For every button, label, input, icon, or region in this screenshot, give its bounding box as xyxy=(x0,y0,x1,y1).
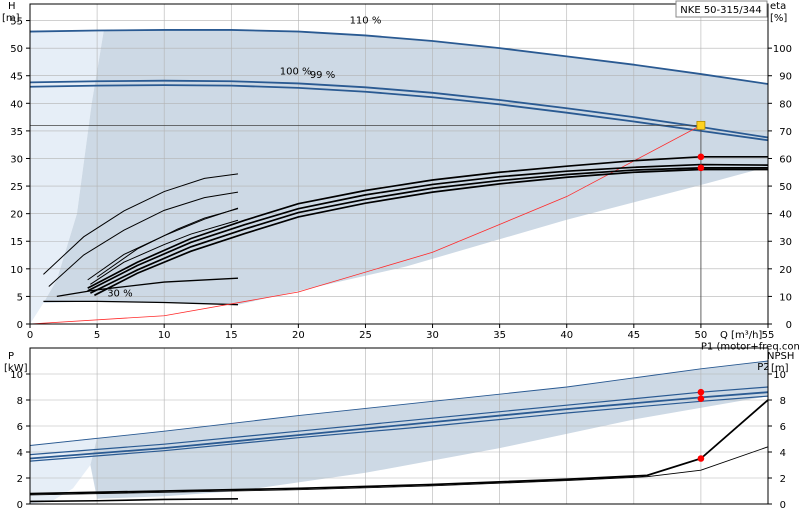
eta-tick-label: 10 xyxy=(779,292,792,303)
head-curve-label: 30 % xyxy=(107,288,132,299)
power-curve-4 xyxy=(29,399,769,495)
head-curve-4 xyxy=(56,277,239,298)
head-y-tick-label: 30 xyxy=(10,154,23,165)
head-curve-label: 110 % xyxy=(350,15,382,26)
head-y-tick-label: 35 xyxy=(10,127,23,138)
head-curve-7 xyxy=(87,163,769,292)
head-y-tick-label: 10 xyxy=(10,265,23,276)
head-axis-label: H xyxy=(8,1,16,12)
power-y-tick-label: 4 xyxy=(17,448,23,459)
power-y-tick-label: 6 xyxy=(17,422,23,433)
head-light-zone xyxy=(30,30,104,325)
head-x-tick-label: 20 xyxy=(292,330,305,341)
head-curve-10 xyxy=(48,191,239,287)
head-curve-5 xyxy=(29,125,702,325)
head-y-tick-label: 45 xyxy=(10,72,23,83)
eta-axis-unit: [%] xyxy=(770,13,787,24)
npsh-tick-label: 0 xyxy=(780,500,786,511)
head-x-tick-label: 10 xyxy=(158,330,171,341)
power-y-tick-label: 8 xyxy=(17,396,23,407)
power-curve-6 xyxy=(29,498,238,503)
head-y-tick-label: 50 xyxy=(10,44,23,55)
npsh-tick-label: 10 xyxy=(773,370,786,381)
npsh-tick-label: 8 xyxy=(780,396,786,407)
head-curve-0 xyxy=(29,29,769,85)
head-curve-1 xyxy=(29,79,769,139)
head-duty-point xyxy=(697,153,705,161)
head-operating-point xyxy=(696,120,706,130)
eta-tick-label: 60 xyxy=(779,154,792,165)
eta-tick-label: 80 xyxy=(779,99,792,110)
head-y-tick-label: 20 xyxy=(10,210,23,221)
eta-tick-label: 50 xyxy=(779,182,792,193)
head-x-tick-label: 0 xyxy=(27,330,33,341)
power-y-tick-label: 10 xyxy=(10,370,23,381)
head-y-tick-label: 55 xyxy=(10,17,23,28)
eta-tick-label: 30 xyxy=(779,237,792,248)
power-curve-0 xyxy=(29,360,769,446)
head-curve-label: 99 % xyxy=(310,70,335,81)
npsh-axis-label: NPSH xyxy=(767,351,794,362)
eta-tick-label: 0 xyxy=(786,320,792,331)
power-duty-point xyxy=(697,395,705,403)
power-npsh-panel: P1 (motor+freq.converter) P2 0 2 4 6 8 10 0 2 4 6 8 1… xyxy=(4,341,800,511)
power-y-tick-label: 2 xyxy=(17,474,23,485)
head-curve-2 xyxy=(29,84,769,142)
head-x-tick-label: 45 xyxy=(627,330,640,341)
head-curve-13 xyxy=(96,208,239,278)
head-x-tick-label: 25 xyxy=(359,330,372,341)
eta-tick-label: 100 xyxy=(773,44,792,55)
head-y-tick-label: 40 xyxy=(10,99,23,110)
power-curve-5 xyxy=(29,446,769,496)
title-box: NKE 50-315/344 xyxy=(675,0,768,18)
head-x-tick-label: 5 xyxy=(94,330,100,341)
npsh-tick-label: 4 xyxy=(780,448,786,459)
power-duty-point xyxy=(697,388,705,396)
head-curve-6 xyxy=(87,155,768,289)
head-x-tick-label: 40 xyxy=(560,330,573,341)
eta-tick-label: 20 xyxy=(779,265,792,276)
head-curve-9 xyxy=(94,168,768,297)
head-curve-11 xyxy=(43,173,239,275)
power-y-tick-label: 0 xyxy=(17,500,23,511)
head-x-tick-label: 55 xyxy=(762,330,775,341)
head-duty-point xyxy=(697,164,705,172)
eta-tick-label: 70 xyxy=(779,127,792,138)
power-axis-unit: [kW] xyxy=(4,363,28,374)
power-axis-label: P xyxy=(8,351,14,362)
head-curve-14 xyxy=(90,219,239,285)
head-x-tick-label: 50 xyxy=(695,330,708,341)
head-y-tick-label: 0 xyxy=(17,320,23,331)
head-y-tick-label: 5 xyxy=(17,292,23,303)
head-x-tick-label: 35 xyxy=(493,330,506,341)
eta-tick-label: 90 xyxy=(779,72,792,83)
npsh-tick-label: 2 xyxy=(780,474,786,485)
npsh-axis-unit: [m] xyxy=(771,363,789,374)
power-duty-point xyxy=(697,455,705,462)
head-y-tick-label: 15 xyxy=(10,237,23,248)
power-operating-band xyxy=(30,361,768,499)
power-curve-label: P2 xyxy=(757,362,769,373)
head-x-tick-label: 15 xyxy=(225,330,238,341)
head-y-tick-label: 25 xyxy=(10,182,23,193)
head-curve-8 xyxy=(90,167,768,294)
head-panel: 110 %100 %99 %30 %0510152025303540455055… xyxy=(2,1,792,341)
power-curve-label: P1 (motor+freq.converter) xyxy=(701,341,800,352)
head-axis-unit: [m] xyxy=(2,13,20,24)
head-curve-3 xyxy=(43,300,239,306)
head-curve-label: 100 % xyxy=(280,67,312,78)
flow-axis-label: Q [m³/h] xyxy=(720,330,762,341)
head-x-tick-label: 30 xyxy=(426,330,439,341)
eta-tick-label: 40 xyxy=(779,210,792,221)
chart-title: NKE 50-315/344 xyxy=(680,5,761,16)
head-frame xyxy=(29,3,769,325)
eta-axis-label: eta xyxy=(770,1,786,12)
npsh-tick-label: 6 xyxy=(780,422,786,433)
